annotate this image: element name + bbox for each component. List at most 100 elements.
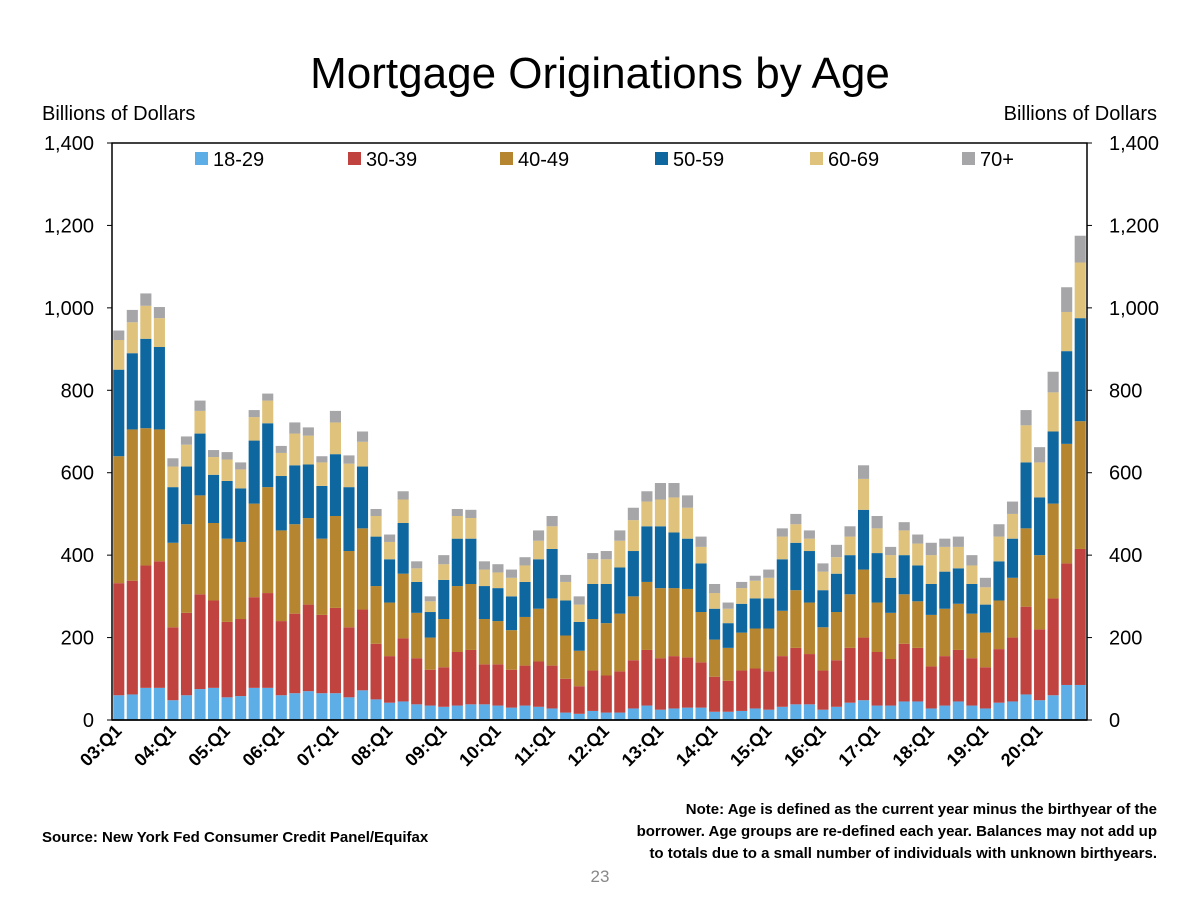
bar-segment <box>153 561 165 688</box>
bar-segment <box>600 675 612 713</box>
bar-segment <box>803 551 815 603</box>
bar-segment <box>492 705 504 720</box>
y2-tick-label: 800 <box>1109 380 1142 402</box>
bar-segment <box>966 565 978 584</box>
bar-segment <box>763 577 775 599</box>
bar-segment <box>424 596 436 602</box>
y-tick-label: 800 <box>61 380 94 402</box>
bar-segment <box>465 704 477 720</box>
bar-segment <box>709 639 721 677</box>
bar-segment <box>248 410 260 418</box>
x-tick-label: 13:Q1 <box>618 721 668 771</box>
bar-segment <box>573 604 585 622</box>
bar-segment <box>722 680 734 712</box>
bar-segment <box>654 483 666 500</box>
bar-segment <box>221 697 233 720</box>
bar-segment <box>641 501 653 527</box>
bar-segment <box>411 581 423 613</box>
bar-segment <box>167 542 179 628</box>
bar-segment <box>1020 410 1032 426</box>
legend-label: 70+ <box>980 149 1014 171</box>
bar-segment <box>343 487 355 552</box>
bar-segment <box>519 581 531 617</box>
bar-segment <box>979 604 991 633</box>
bar-segment <box>939 538 951 547</box>
bar-segment <box>194 433 206 496</box>
bar-segment <box>939 571 951 609</box>
bar-segment <box>844 526 856 537</box>
y-tick-label: 600 <box>61 463 94 485</box>
bar-segment <box>695 662 707 708</box>
bar-segment <box>641 581 653 650</box>
bar-segment <box>573 686 585 714</box>
bar-segment <box>465 509 477 519</box>
bar-segment <box>573 650 585 687</box>
bar-segment <box>316 485 328 539</box>
legend-swatch <box>195 152 208 165</box>
bar-segment <box>844 536 856 556</box>
y2-tick-label: 1,200 <box>1109 215 1159 237</box>
source: Source: New York Fed Consumer Credit Pan… <box>42 829 429 846</box>
bar-segment <box>614 530 626 541</box>
bar-segment <box>370 508 382 516</box>
bar-segment <box>113 369 125 457</box>
bar-segment <box>709 583 721 594</box>
bar-segment <box>180 436 193 445</box>
chart-title: Mortgage Originations by Age <box>310 49 890 98</box>
legend-label: 60-69 <box>828 149 879 171</box>
bar-segment <box>126 309 138 323</box>
bar-segment <box>654 658 666 710</box>
x-tick-label: 07:Q1 <box>293 721 343 771</box>
bar-segment <box>194 495 206 595</box>
bar-segment <box>505 577 518 597</box>
bar-segment <box>478 664 490 705</box>
bar-segment <box>654 499 666 527</box>
x-tick-label: 08:Q1 <box>347 721 397 771</box>
bar-segment <box>939 705 951 720</box>
bar-segment <box>262 423 274 488</box>
bar-segment <box>763 671 775 710</box>
bar-segment <box>641 491 653 502</box>
bar-segment <box>546 526 558 549</box>
bar-segment <box>451 651 463 706</box>
bar-segment <box>153 307 165 319</box>
bar-segment <box>952 701 964 720</box>
bar-segment <box>438 619 450 668</box>
bar-segment <box>614 567 626 614</box>
bar-segment <box>979 587 991 605</box>
bar-segment <box>533 706 545 720</box>
bar-segment <box>885 555 897 578</box>
bar-segment <box>533 661 545 707</box>
bar-segment <box>1074 262 1086 319</box>
bar-segment <box>505 596 518 631</box>
bar-segment <box>1074 548 1086 685</box>
bar-segment <box>966 658 978 706</box>
bar-segment <box>560 581 572 601</box>
bar-segment <box>126 322 138 354</box>
bar-segment <box>614 671 626 713</box>
bar-segment <box>167 487 179 543</box>
bar-segment <box>898 701 910 720</box>
bar-segment <box>654 526 666 589</box>
bar-segment <box>451 538 463 587</box>
legend-swatch <box>348 152 361 165</box>
bar-segment <box>763 628 775 672</box>
bar-segment <box>979 708 991 720</box>
note-line: Note: Age is defined as the current year… <box>686 801 1157 818</box>
bar-segment <box>235 619 247 697</box>
bar-segment <box>384 559 396 603</box>
bar-segment <box>898 522 910 531</box>
bar-segment <box>397 573 409 639</box>
bar-segment <box>167 627 179 701</box>
bar-segment <box>627 520 639 552</box>
x-tick-label: 11:Q1 <box>510 721 559 770</box>
bar-segment <box>993 536 1005 562</box>
y-tick-label: 1,200 <box>44 215 94 237</box>
bar-segment <box>275 621 287 696</box>
bar-segment <box>302 435 314 465</box>
bar-segment <box>871 553 883 603</box>
bar-segment <box>248 417 260 441</box>
bar-segment <box>1061 563 1073 685</box>
bar-segment <box>844 594 856 648</box>
bar-segment <box>600 559 612 584</box>
